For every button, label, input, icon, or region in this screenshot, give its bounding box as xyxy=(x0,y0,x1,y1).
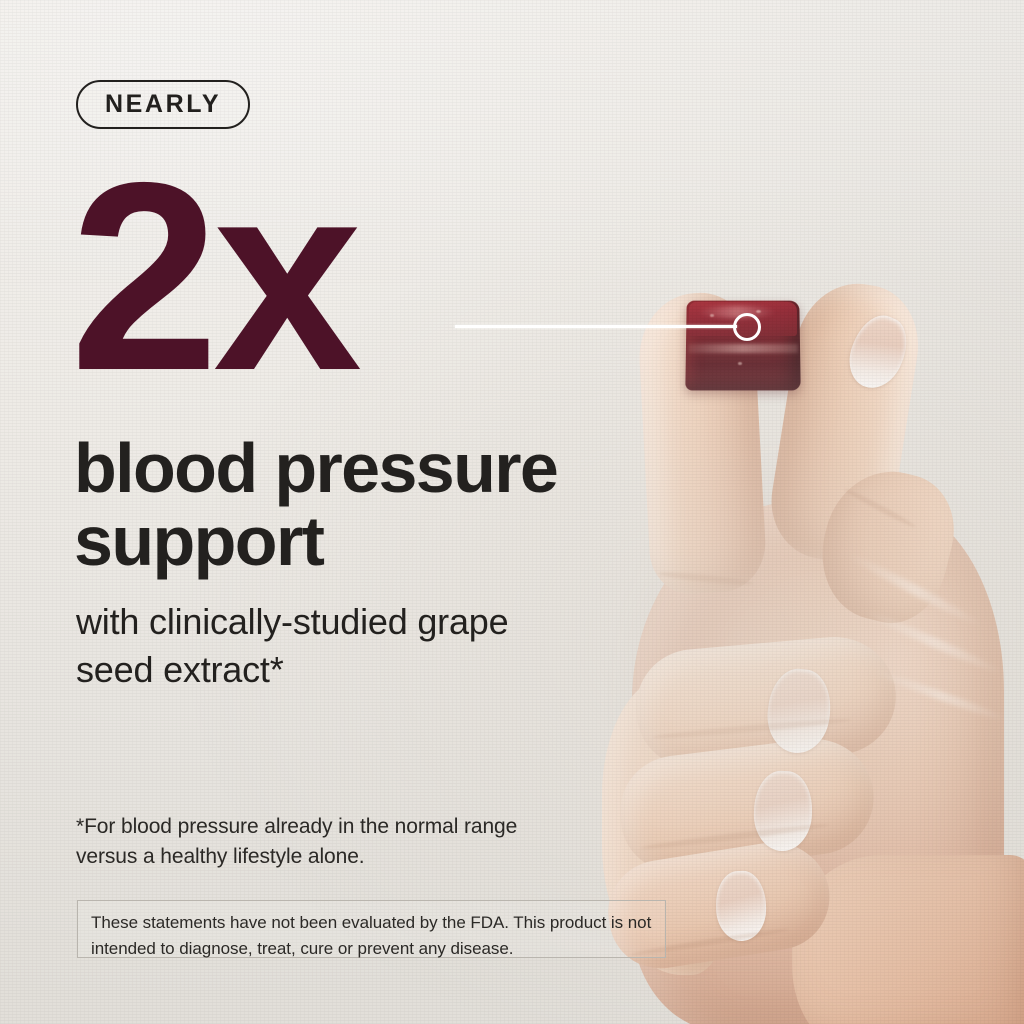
nearly-badge: NEARLY xyxy=(76,80,251,129)
subheading: with clinically-studied grape seed extra… xyxy=(76,601,509,690)
stat-multiplier: 2x xyxy=(70,126,362,426)
callout-line xyxy=(455,325,737,328)
fda-disclaimer-box: These statements have not been evaluated… xyxy=(77,900,666,958)
footnote-text: *For blood pressure already in the norma… xyxy=(76,815,518,868)
nearly-badge-label: NEARLY xyxy=(105,90,222,118)
fda-disclaimer-text: These statements have not been evaluated… xyxy=(91,913,652,958)
callout-circle-icon xyxy=(733,313,761,341)
page-title: blood pressure support xyxy=(74,429,559,580)
